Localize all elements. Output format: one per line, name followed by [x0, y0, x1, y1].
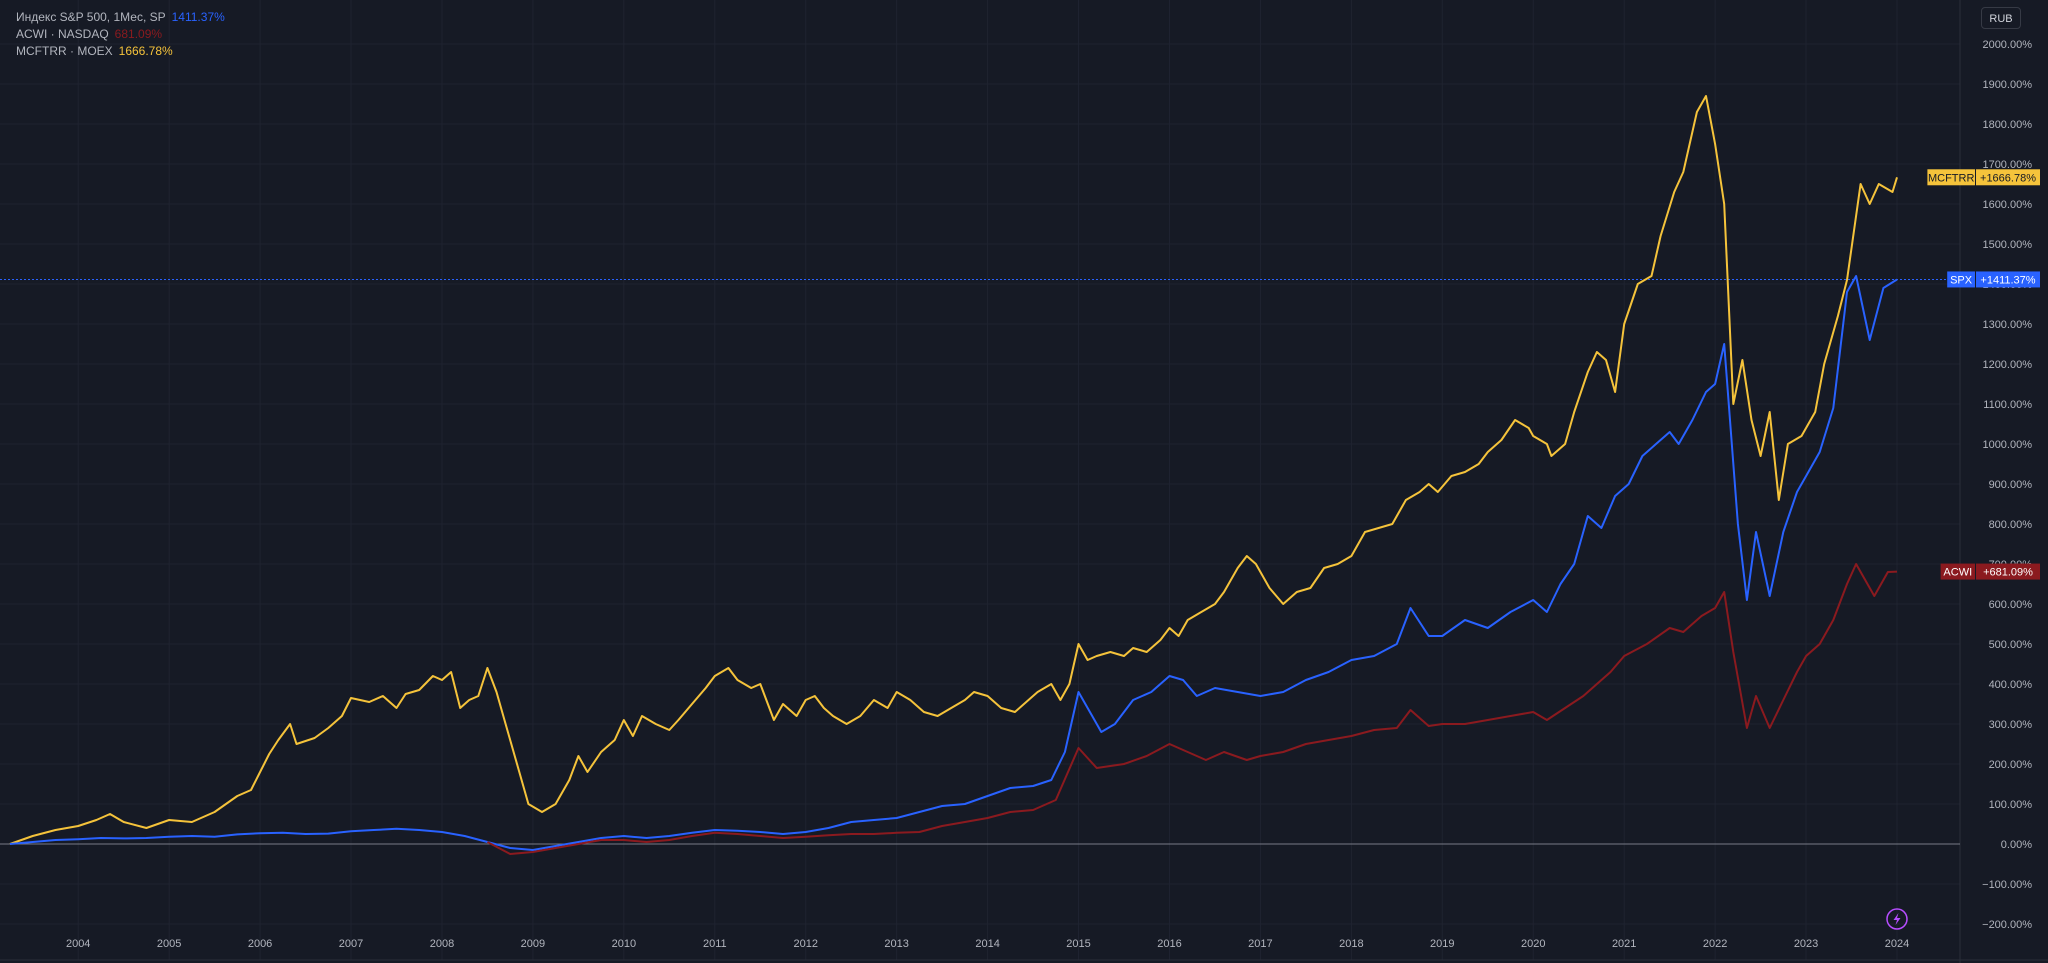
legend-name: MCFTRR · MOEX [16, 44, 113, 58]
x-tick-label: 2015 [1066, 938, 1090, 950]
y-tick-label: 1900.00% [1982, 79, 2032, 91]
x-tick-label: 2017 [1248, 938, 1272, 950]
y-tick-label: 1200.00% [1982, 359, 2032, 371]
last-value-tag-spx: SPX +1411.37% [1947, 271, 2040, 288]
x-tick-label: 2018 [1339, 938, 1363, 950]
x-tick-label: 2019 [1430, 938, 1454, 950]
x-tick-label: 2016 [1157, 938, 1181, 950]
legend-value: 681.09% [114, 27, 163, 41]
tag-symbol: ACWI [1943, 567, 1972, 579]
tag-value: +1666.78% [1980, 172, 2036, 184]
y-tick-label: 1500.00% [1982, 239, 2032, 251]
y-tick-label: 0.00% [2001, 839, 2032, 851]
tag-value-bg [1976, 271, 2040, 288]
y-tick-label: 600.00% [1989, 599, 2033, 611]
x-tick-label: 2011 [703, 938, 727, 950]
tag-value: +681.09% [1983, 567, 2033, 579]
y-tick-label: 800.00% [1989, 519, 2033, 531]
last-value-tags: MCFTRR +1666.78% SPX +1411.37% ACWI +681.09% [1927, 169, 2040, 580]
series-lines [9, 95, 1898, 855]
y-tick-label: 200.00% [1989, 759, 2033, 771]
last-value-tag-acwi: ACWI +681.09% [1940, 563, 2040, 580]
last-value-tag-mcftrr: MCFTRR +1666.78% [1927, 169, 2040, 186]
time-scale[interactable]: 2004 2005 2006 2007 2008 2009 2010 2011 2012 2013… [66, 938, 1909, 950]
y-tick-label: −200.00% [1982, 919, 2032, 931]
y-tick-label: 1800.00% [1982, 119, 2032, 131]
x-tick-label: 2020 [1521, 938, 1545, 950]
legend-value: 1411.37% [171, 10, 225, 24]
chart-legend: Индекс S&P 500, 1Мес, SP 1411.37% ACWI · … [16, 9, 225, 60]
legend-row-mcftrr[interactable]: MCFTRR · MOEX 1666.78% [16, 43, 225, 60]
x-tick-label: 2009 [521, 938, 545, 950]
y-tick-label: 1100.00% [1983, 399, 2032, 411]
legend-row-acwi[interactable]: ACWI · NASDAQ 681.09% [16, 26, 225, 43]
y-tick-label: 1600.00% [1982, 199, 2032, 211]
y-tick-label: 1300.00% [1982, 319, 2032, 331]
series-line-acwi[interactable] [486, 563, 1898, 855]
lightning-icon[interactable] [1886, 908, 1908, 930]
y-tick-label: 300.00% [1989, 719, 2033, 731]
price-scale[interactable]: 2000.00% 1900.00% 1800.00% 1700.00% 1600.00%… [1982, 39, 2032, 931]
x-tick-label: 2007 [339, 938, 363, 950]
x-tick-label: 2022 [1703, 938, 1727, 950]
tag-symbol: MCFTRR [1928, 172, 1974, 184]
y-tick-label: 500.00% [1989, 639, 2033, 651]
y-tick-label: −100.00% [1982, 879, 2032, 891]
legend-value: 1666.78% [118, 44, 173, 58]
series-line-mcftrr[interactable] [9, 95, 1898, 845]
x-tick-label: 2021 [1612, 938, 1636, 950]
legend-name: ACWI · NASDAQ [16, 27, 109, 41]
y-tick-label: 900.00% [1989, 479, 2033, 491]
y-tick-label: 1700.00% [1982, 159, 2032, 171]
x-tick-label: 2014 [975, 938, 999, 950]
x-tick-label: 2010 [612, 938, 636, 950]
tag-symbol-bg [1940, 563, 1975, 580]
x-tick-label: 2024 [1885, 938, 1909, 950]
y-tick-label: 400.00% [1989, 679, 2033, 691]
x-tick-label: 2023 [1794, 938, 1818, 950]
legend-row-spx[interactable]: Индекс S&P 500, 1Мес, SP 1411.37% [16, 9, 225, 26]
x-tick-label: 2004 [66, 938, 90, 950]
tag-value: +1411.37% [1980, 274, 2035, 286]
currency-button[interactable]: RUB [1981, 7, 2021, 29]
x-tick-label: 2006 [248, 938, 272, 950]
y-tick-label: 2000.00% [1982, 39, 2032, 51]
x-tick-label: 2013 [884, 938, 908, 950]
tag-symbol: SPX [1950, 274, 1973, 286]
y-tick-label: 1000.00% [1982, 439, 2032, 451]
grid-lines [0, 0, 1960, 960]
legend-name: Индекс S&P 500, 1Мес, SP [16, 10, 166, 24]
x-tick-label: 2005 [157, 938, 181, 950]
x-tick-label: 2008 [430, 938, 454, 950]
tag-value-bg [1976, 169, 2040, 186]
y-tick-label: 100.00% [1989, 799, 2033, 811]
x-tick-label: 2012 [793, 938, 817, 950]
tag-symbol-bg [1927, 169, 1975, 186]
tag-value-bg [1976, 563, 2040, 580]
tag-symbol-bg [1947, 271, 1975, 288]
series-line-spx[interactable] [9, 275, 1898, 851]
